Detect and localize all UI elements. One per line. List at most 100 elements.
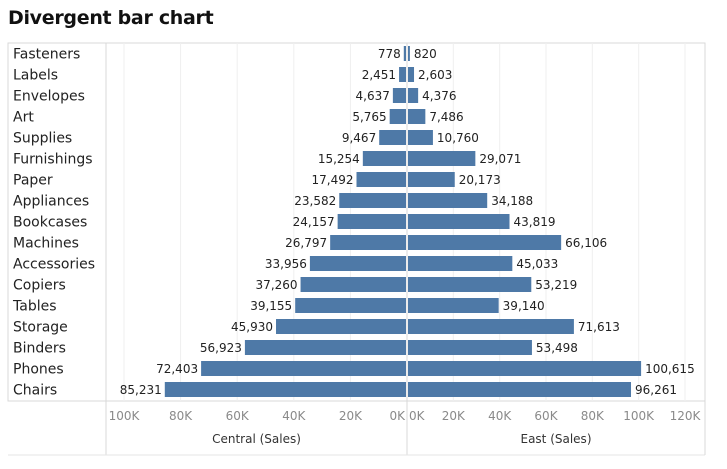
category-label: Furnishings — [13, 152, 93, 168]
east-bar — [408, 382, 632, 397]
central-bar — [389, 109, 406, 124]
central-bar — [379, 130, 406, 145]
category-label: Supplies — [13, 131, 72, 147]
east-value-label: 4,376 — [422, 89, 456, 103]
left-tick-label: 60K — [226, 409, 250, 423]
category-label: Envelopes — [13, 89, 85, 105]
category-label: Fasteners — [13, 47, 80, 63]
left-tick-label: 20K — [339, 409, 363, 423]
east-bar — [408, 172, 455, 187]
central-value-label: 9,467 — [342, 131, 376, 145]
east-value-label: 20,173 — [459, 173, 501, 187]
east-bar — [408, 46, 410, 61]
east-value-label: 53,498 — [536, 341, 578, 355]
central-bar — [330, 235, 406, 250]
east-bar — [408, 277, 532, 292]
east-value-label: 53,219 — [535, 278, 577, 292]
east-value-label: 45,033 — [516, 257, 558, 271]
plot-frame — [7, 42, 706, 402]
east-bar — [408, 256, 513, 271]
east-bar — [408, 214, 510, 229]
east-value-label: 96,261 — [635, 383, 677, 397]
right-tick-label: 100K — [623, 409, 655, 423]
central-bar — [362, 151, 406, 166]
central-bar — [244, 340, 406, 355]
central-bar — [339, 193, 406, 208]
east-bar — [408, 235, 562, 250]
central-bar — [392, 88, 406, 103]
central-bar — [164, 382, 406, 397]
east-value-label: 43,819 — [514, 215, 556, 229]
category-label: Machines — [13, 236, 79, 252]
right-tick-label: 80K — [581, 409, 605, 423]
central-value-label: 5,765 — [352, 110, 386, 124]
central-value-label: 56,923 — [200, 341, 242, 355]
central-value-label: 778 — [378, 47, 401, 61]
central-bar — [399, 67, 406, 82]
central-bar — [337, 214, 406, 229]
central-bar — [356, 172, 406, 187]
central-value-label: 4,637 — [356, 89, 390, 103]
central-bar — [309, 256, 406, 271]
right-tick-label: 20K — [442, 409, 466, 423]
right-tick-label: 120K — [670, 409, 702, 423]
category-label: Labels — [13, 68, 58, 84]
left-tick-label: 100K — [109, 409, 141, 423]
east-bar — [408, 298, 499, 313]
central-bar — [300, 277, 406, 292]
east-bar — [408, 151, 476, 166]
category-label: Copiers — [13, 278, 66, 294]
central-value-label: 2,451 — [362, 68, 396, 82]
right-tick-label: 60K — [534, 409, 558, 423]
central-value-label: 15,254 — [318, 152, 360, 166]
central-axis-title: Central (Sales) — [212, 432, 301, 446]
east-value-label: 71,613 — [578, 320, 620, 334]
central-value-label: 85,231 — [120, 383, 162, 397]
east-bar — [408, 193, 488, 208]
right-tick-label: 40K — [488, 409, 512, 423]
east-value-label: 100,615 — [645, 362, 695, 376]
category-label: Tables — [12, 299, 57, 315]
left-tick-label: 0K — [389, 409, 406, 423]
central-value-label: 72,403 — [156, 362, 198, 376]
central-bar — [276, 319, 406, 334]
east-bar — [408, 67, 415, 82]
east-axis-title: East (Sales) — [520, 432, 591, 446]
east-bar — [408, 130, 433, 145]
east-value-label: 29,071 — [479, 152, 521, 166]
central-bar — [295, 298, 406, 313]
category-label: Appliances — [13, 194, 89, 210]
left-tick-label: 40K — [282, 409, 306, 423]
central-value-label: 26,797 — [285, 236, 327, 250]
central-value-label: 17,492 — [311, 173, 353, 187]
central-bar — [201, 361, 406, 376]
right-tick-label: 0K — [409, 409, 426, 423]
east-value-label: 10,760 — [437, 131, 479, 145]
east-bar — [408, 340, 532, 355]
category-label: Phones — [13, 362, 64, 378]
east-value-label: 66,106 — [565, 236, 607, 250]
central-value-label: 23,582 — [294, 194, 336, 208]
category-label: Bookcases — [13, 215, 87, 231]
category-label: Accessories — [13, 257, 95, 273]
category-label: Binders — [13, 341, 66, 357]
east-value-label: 34,188 — [491, 194, 533, 208]
east-bar — [408, 88, 419, 103]
central-value-label: 39,155 — [250, 299, 292, 313]
category-label: Storage — [13, 320, 68, 336]
central-value-label: 33,956 — [265, 257, 307, 271]
east-bar — [408, 319, 574, 334]
east-bar — [408, 361, 642, 376]
east-value-label: 7,486 — [429, 110, 463, 124]
left-tick-label: 80K — [169, 409, 193, 423]
central-value-label: 45,930 — [231, 320, 273, 334]
east-value-label: 39,140 — [503, 299, 545, 313]
category-label: Chairs — [13, 383, 57, 399]
east-value-label: 820 — [414, 47, 437, 61]
category-label: Art — [13, 110, 34, 126]
east-bar — [408, 109, 426, 124]
central-value-label: 37,260 — [256, 278, 298, 292]
central-bar — [403, 46, 406, 61]
chart-title: Divergent bar chart — [8, 7, 214, 29]
